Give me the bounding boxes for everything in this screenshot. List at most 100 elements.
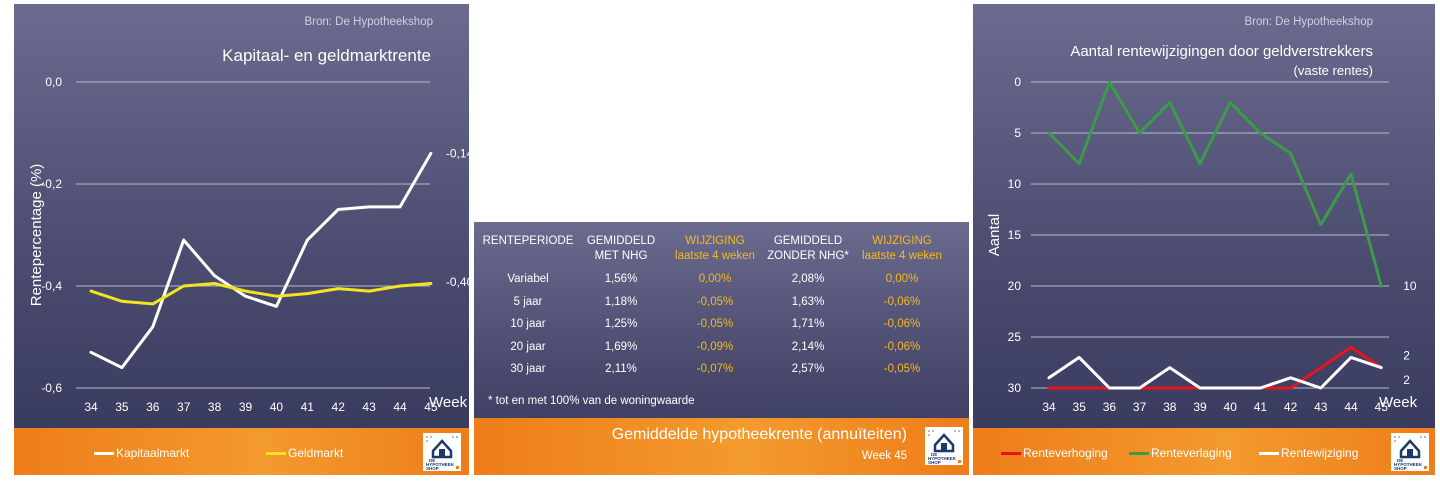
x-tick-label: 36	[1103, 400, 1117, 414]
x-tick-label: 45	[1375, 400, 1389, 414]
y-tick-label: -0,4	[41, 279, 62, 293]
table-row: Variabel 1,56% 0,00% 2,08% 0,00%	[482, 268, 950, 291]
y-tick-label: 0	[1014, 75, 1021, 89]
svg-text:SHOP: SHOP	[426, 466, 439, 471]
legend-swatch	[94, 451, 114, 455]
y-tick-label: 5	[1014, 126, 1021, 140]
y-axis-label: Aantal	[986, 214, 1003, 257]
x-tick-label: 43	[1314, 400, 1328, 414]
table-row: 30 jaar 2,11% -0,07% 2,57% -0,05%	[482, 358, 950, 381]
series-line-renteverhoging	[1047, 345, 1383, 390]
series-line-rentewijziging	[1047, 355, 1383, 390]
legend-geldmarkt: Geldmarkt	[266, 446, 343, 460]
table-row: 10 jaar 1,25% -0,05% 1,71% -0,06%	[482, 313, 950, 336]
x-tick-label: 35	[115, 400, 129, 414]
x-tick-label: 37	[177, 400, 191, 414]
chart-legend-bar: Renteverhoging Renteverlaging Rentewijzi…	[973, 428, 1435, 475]
table-cell: -0,06%	[883, 340, 921, 353]
x-tick-label: 37	[1133, 400, 1147, 414]
x-tick-label: 39	[239, 400, 253, 414]
header-wijziging: WIJZIGING laatste 4 weken	[862, 235, 942, 262]
svg-text:HYPOTHEEK: HYPOTHEEK	[426, 462, 455, 467]
table-cell: 2,11%	[605, 363, 637, 376]
chart-plot: 0,0 -0,2 -0,4 -0,6 34 35 36 37 38 39 40 41 42 43 44 45W…	[28, 75, 469, 414]
x-axis-label: Week	[1379, 394, 1418, 411]
series-end-label: 2	[1403, 348, 1410, 362]
table-footnote: * tot en met 100% van de woningwaarde	[488, 395, 695, 407]
series-end-label: 2	[1403, 373, 1410, 387]
table-cell: Variabel	[507, 273, 549, 286]
header-gemiddeld-zonder-nhg: GEMIDDELD ZONDER NHG*	[767, 235, 849, 262]
series-line-renteverlaging	[1047, 80, 1383, 288]
legend-renteverlaging: Renteverlaging	[1129, 446, 1232, 460]
legend-kapitaalmarkt: Kapitaalmarkt	[94, 446, 189, 460]
table-footer-title: Gemiddelde hypotheekrente (annuïteiten)	[611, 426, 907, 443]
x-tick-label: 40	[270, 400, 284, 414]
x-tick-label: 34	[1042, 400, 1056, 414]
hypotheekshop-logo: DE HYPOTHEEK SHOP	[925, 427, 963, 465]
table-cell: 1,69%	[604, 340, 638, 353]
svg-text:DE: DE	[1397, 458, 1403, 463]
header-gemiddeld-met-nhg: GEMIDDELD MET NHG	[586, 235, 656, 262]
source-label: Bron: De Hypotheekshop	[304, 16, 434, 28]
table-cell: 20 jaar	[510, 340, 546, 353]
x-tick-label: 41	[1254, 400, 1268, 414]
kapitaal-geldmarkt-chart-panel: Bron: De Hypotheekshop Kapitaal- en geld…	[14, 4, 469, 475]
chart-title: Kapitaal- en geldmarktrente	[222, 46, 431, 65]
table-cell: 30 jaar	[510, 363, 546, 376]
x-tick-label: 42	[332, 400, 346, 414]
table-cell: -0,05%	[696, 295, 734, 308]
table-cell: -0,07%	[696, 363, 734, 376]
x-tick-label: 34	[84, 400, 98, 414]
x-tick-label: 44	[1344, 400, 1358, 414]
svg-text:DE: DE	[429, 458, 435, 463]
table-row: 20 jaar 1,69% -0,09% 2,14% -0,06%	[482, 336, 950, 359]
legend-swatch	[1259, 451, 1279, 455]
series-end-label: 10	[1403, 279, 1417, 293]
legend-label: Renteverhoging	[1023, 446, 1108, 460]
table-cell: -0,06%	[883, 318, 921, 331]
y-tick-label: 20	[1008, 279, 1022, 293]
table-cell: 2,08%	[791, 273, 825, 286]
x-tick-label: 39	[1193, 400, 1207, 414]
table-cell: -0,06%	[883, 295, 921, 308]
svg-text:HYPOTHEEK: HYPOTHEEK	[928, 456, 957, 461]
series-end-label: -0,14	[446, 146, 469, 160]
y-tick-label: -0,6	[41, 381, 62, 395]
chart-plot: 0 5 10 15 20 25 30 34 35 36 37 38 39 40 41 42 43 44 45Week…	[986, 75, 1418, 414]
table-cell: 1,56%	[604, 273, 638, 286]
svg-text:SHOP: SHOP	[1394, 466, 1407, 471]
rente-table: RENTEPERIODE GEMIDDELD MET NHG WIJZIGING l…	[482, 234, 950, 381]
x-tick-label: 38	[1163, 400, 1177, 414]
y-tick-label: 15	[1008, 228, 1022, 242]
chart-legend-bar: Kapitaalmarkt Geldmarkt DE HYPOTHEEK SHO…	[14, 428, 469, 475]
x-tick-label: 45	[424, 400, 438, 414]
legend-label: Kapitaalmarkt	[116, 446, 190, 460]
y-tick-label: -0,2	[41, 177, 62, 191]
table-cell: 1,25%	[604, 318, 638, 331]
legend-swatch	[266, 451, 286, 455]
table-cell: 5 jaar	[513, 295, 543, 308]
legend-swatch	[1001, 451, 1021, 455]
table-cell: 2,14%	[791, 340, 825, 353]
table-footer-week: Week 45	[861, 450, 907, 462]
x-tick-label: 38	[208, 400, 222, 414]
hypotheekrente-table-panel: RENTEPERIODE GEMIDDELD MET NHG WIJZIGING l…	[474, 222, 969, 475]
legend-label: Rentewijziging	[1281, 446, 1359, 460]
y-tick-label: 0,0	[45, 75, 62, 89]
table-cell: 10 jaar	[510, 318, 546, 331]
table-cell: 0,00%	[698, 273, 732, 286]
y-tick-label: 30	[1008, 381, 1022, 395]
hypotheekshop-logo: DE HYPOTHEEK SHOP	[1391, 433, 1429, 471]
svg-text:SHOP: SHOP	[928, 460, 941, 465]
table-cell: -0,05%	[883, 363, 921, 376]
x-tick-label: 41	[301, 400, 315, 414]
svg-text:HYPOTHEEK: HYPOTHEEK	[1394, 462, 1423, 467]
svg-text:DE: DE	[931, 452, 937, 457]
header-renteperiode: RENTEPERIODE	[482, 235, 574, 247]
table-cell: 2,57%	[791, 363, 825, 376]
source-label: Bron: De Hypotheekshop	[1244, 16, 1374, 28]
y-tick-label: 10	[1008, 177, 1022, 191]
x-tick-label: 36	[146, 400, 160, 414]
x-tick-label: 40	[1224, 400, 1238, 414]
